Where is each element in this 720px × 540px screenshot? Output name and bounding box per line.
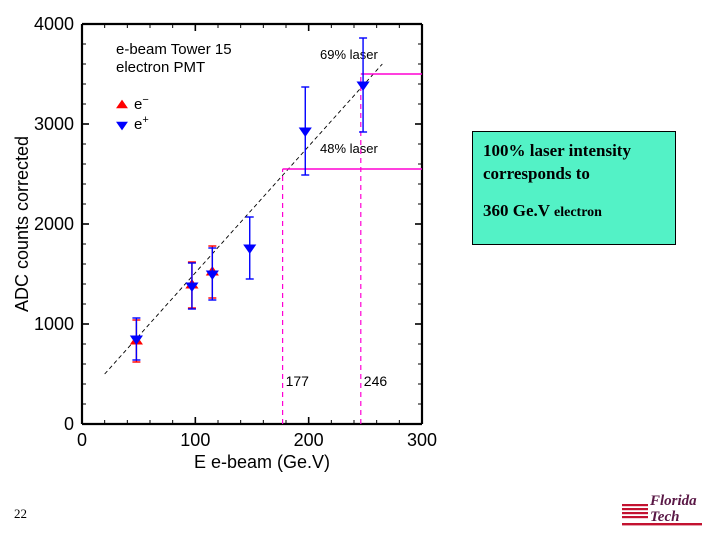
svg-text:e-beam Tower 15: e-beam Tower 15 bbox=[116, 41, 232, 58]
chart-container: 010020030001000200030004000E e-beam (Ge.… bbox=[10, 10, 440, 480]
page-number: 22 bbox=[14, 506, 27, 522]
annotation-box: 100% laser intensity corresponds to 360 … bbox=[472, 131, 676, 245]
svg-text:e−: e− bbox=[134, 94, 149, 113]
svg-text:1000: 1000 bbox=[34, 314, 74, 334]
svg-text:200: 200 bbox=[294, 430, 324, 450]
svg-text:electron PMT: electron PMT bbox=[116, 59, 205, 76]
svg-text:2000: 2000 bbox=[34, 214, 74, 234]
svg-text:3000: 3000 bbox=[34, 114, 74, 134]
svg-text:ADC counts corrected: ADC counts corrected bbox=[12, 136, 32, 312]
svg-text:e+: e+ bbox=[134, 114, 149, 133]
chart-svg: 010020030001000200030004000E e-beam (Ge.… bbox=[10, 10, 440, 480]
svg-text:Florida: Florida bbox=[649, 493, 697, 509]
florida-tech-logo: FloridaTech bbox=[622, 490, 702, 528]
annotation-line3-main: 360 Ge.V bbox=[483, 201, 554, 220]
svg-text:300: 300 bbox=[407, 430, 437, 450]
annotation-line2: corresponds to bbox=[483, 163, 665, 186]
svg-text:177: 177 bbox=[286, 373, 310, 389]
svg-text:Tech: Tech bbox=[650, 509, 679, 525]
svg-text:48% laser: 48% laser bbox=[320, 141, 378, 156]
svg-text:4000: 4000 bbox=[34, 14, 74, 34]
svg-text:246: 246 bbox=[364, 373, 388, 389]
annotation-line1: 100% laser intensity bbox=[483, 140, 665, 163]
svg-text:0: 0 bbox=[77, 430, 87, 450]
annotation-line3-small: electron bbox=[554, 205, 602, 220]
svg-text:E e-beam (Ge.V): E e-beam (Ge.V) bbox=[194, 452, 330, 472]
svg-text:100: 100 bbox=[180, 430, 210, 450]
svg-text:0: 0 bbox=[64, 414, 74, 434]
annotation-line3: 360 Ge.V electron bbox=[483, 200, 665, 223]
svg-text:69% laser: 69% laser bbox=[320, 47, 378, 62]
